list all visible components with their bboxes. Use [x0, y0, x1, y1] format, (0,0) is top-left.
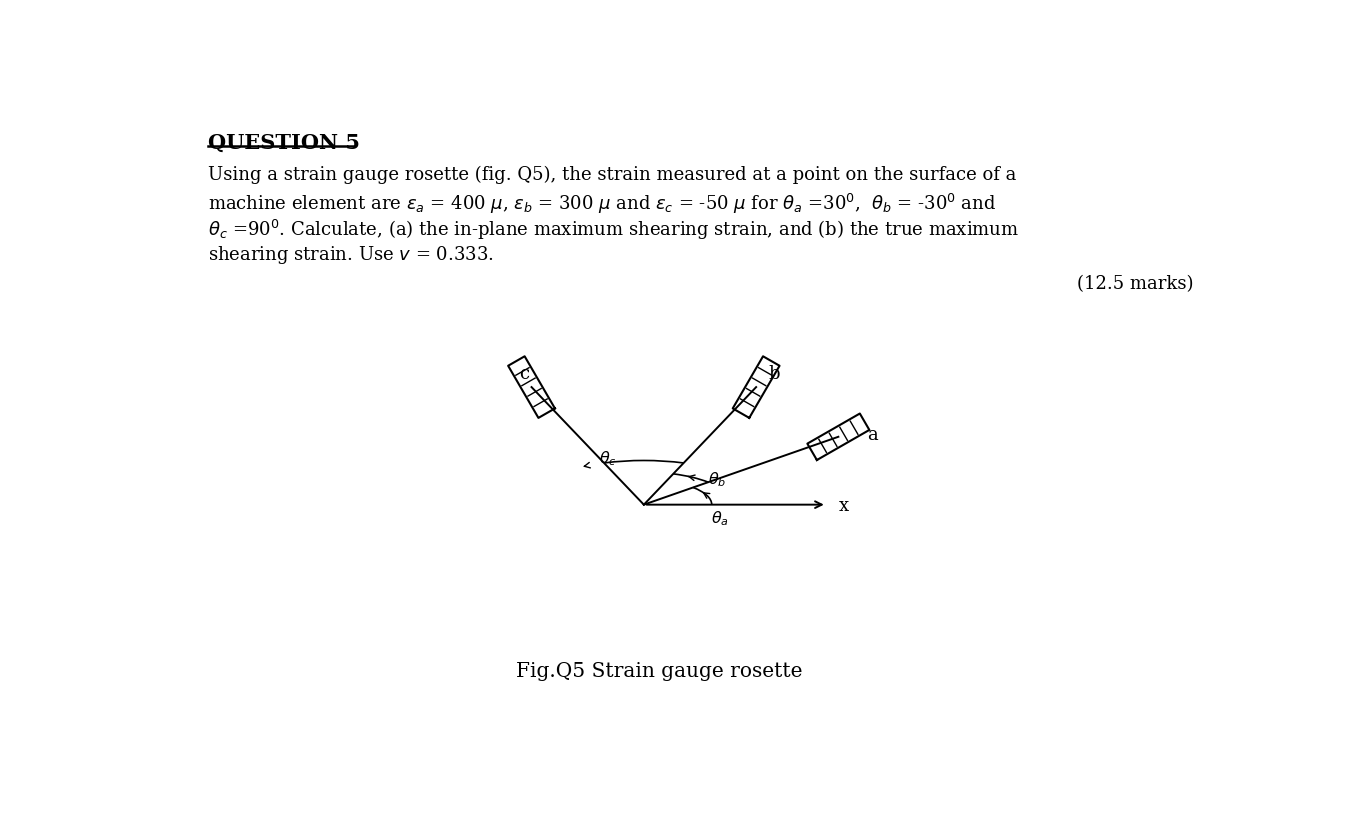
Text: $\theta_b$: $\theta_b$	[708, 470, 725, 488]
Text: QUESTION 5: QUESTION 5	[208, 133, 360, 153]
Text: machine element are $\varepsilon_a$ = 400 $\mu$, $\varepsilon_b$ = 300 $\mu$ and: machine element are $\varepsilon_a$ = 40…	[208, 192, 996, 215]
Text: (12.5 marks): (12.5 marks)	[1077, 274, 1194, 292]
Text: x: x	[840, 496, 849, 514]
Text: Using a strain gauge rosette (fig. Q5), the strain measured at a point on the su: Using a strain gauge rosette (fig. Q5), …	[208, 165, 1016, 184]
Text: $\theta_a$: $\theta_a$	[710, 509, 728, 527]
Text: b: b	[768, 364, 780, 382]
Text: $\theta_c$: $\theta_c$	[599, 449, 617, 467]
Text: Fig.Q5 Strain gauge rosette: Fig.Q5 Strain gauge rosette	[516, 661, 803, 680]
Text: $\theta_c$ =90$^0$. Calculate, (a) the in-plane maximum shearing strain, and (b): $\theta_c$ =90$^0$. Calculate, (a) the i…	[208, 218, 1019, 242]
Text: shearing strain. Use $v$ = 0.333.: shearing strain. Use $v$ = 0.333.	[208, 243, 493, 265]
Text: a: a	[868, 425, 879, 443]
Text: c: c	[519, 364, 530, 382]
